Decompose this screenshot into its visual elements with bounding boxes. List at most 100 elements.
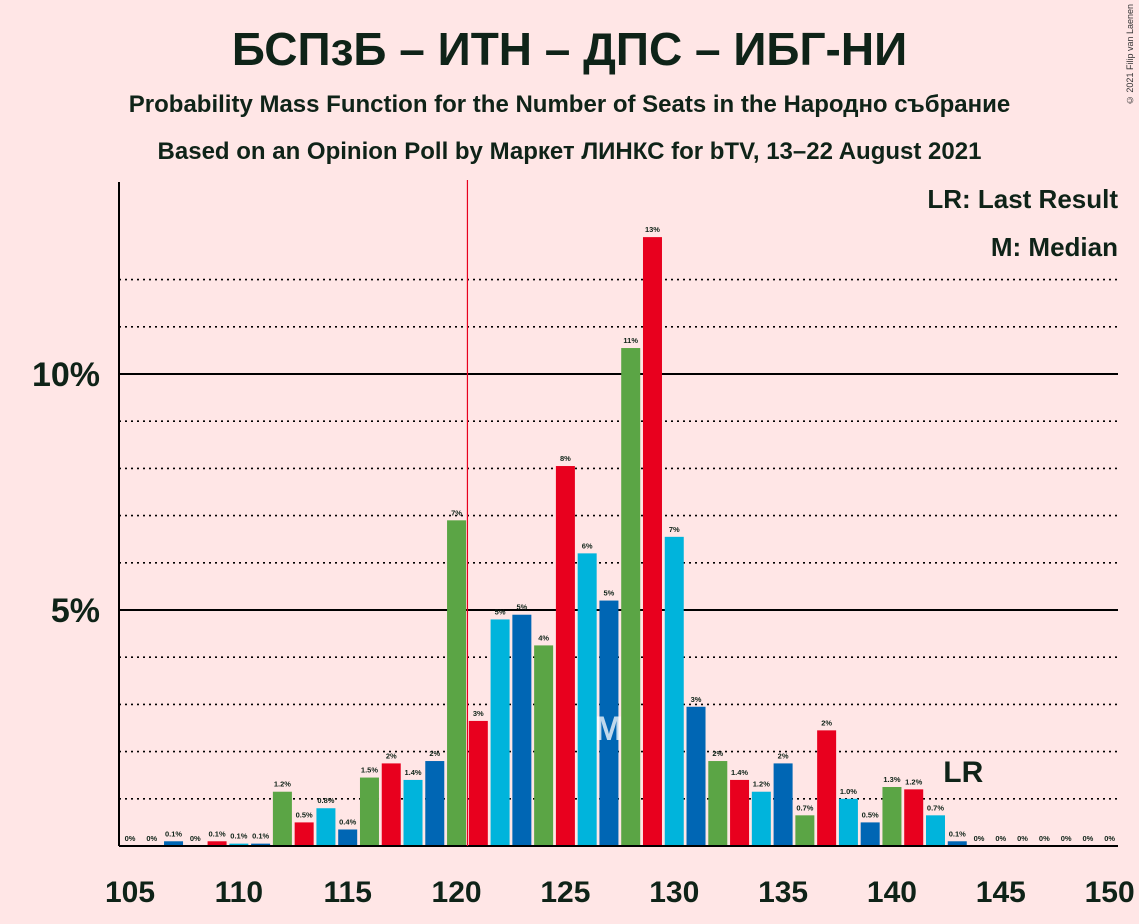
bar-label-seats-124: 4% — [538, 633, 549, 642]
bar-label-seats-148: 0% — [1061, 834, 1072, 843]
bar-label-seats-137: 2% — [821, 718, 832, 727]
bar-seats-120 — [447, 520, 467, 846]
bar-label-seats-122: 5% — [495, 607, 506, 616]
bar-seats-114 — [316, 808, 336, 846]
bar-label-seats-141: 1.2% — [905, 777, 922, 786]
bar-seats-138 — [838, 798, 858, 846]
chart-source-line: Based on an Opinion Poll by Маркет ЛИНКС… — [157, 138, 982, 165]
bar-label-seats-133: 1.4% — [731, 768, 748, 777]
bar-label-seats-130: 7% — [669, 525, 680, 534]
bar-seats-124 — [534, 645, 554, 846]
bar-label-seats-113: 0.5% — [296, 810, 313, 819]
bar-label-seats-128: 11% — [623, 336, 638, 345]
bar-label-seats-149: 0% — [1082, 834, 1093, 843]
bar-label-seats-135: 2% — [778, 751, 789, 760]
y-tick-label: 5% — [51, 592, 100, 630]
bar-seats-143 — [947, 841, 967, 846]
bar-seats-112 — [272, 791, 292, 846]
bar-seats-130 — [664, 536, 684, 846]
bar-seats-107 — [164, 841, 184, 846]
bar-seats-131 — [686, 706, 706, 846]
x-tick-label: 150 — [1085, 876, 1135, 909]
bar-label-seats-115: 0.4% — [339, 817, 356, 826]
x-tick-label: 125 — [540, 876, 590, 909]
bar-label-seats-116: 1.5% — [361, 766, 378, 775]
bar-label-seats-109: 0.1% — [209, 829, 226, 838]
bar-seats-135 — [773, 763, 793, 846]
bar-seats-110 — [229, 843, 249, 846]
bar-label-seats-107: 0.1% — [165, 829, 182, 838]
bar-seats-134 — [751, 791, 771, 846]
last-result-marker: LR — [943, 756, 983, 789]
x-tick-label: 145 — [976, 876, 1026, 909]
chart-title: БСПзБ – ИТН – ДПС – ИБГ-НИ — [231, 23, 908, 75]
bar-label-seats-111: 0.1% — [252, 832, 269, 841]
bar-seats-115 — [338, 829, 358, 846]
bar-seats-137 — [817, 730, 837, 846]
bar-label-seats-144: 0% — [974, 834, 985, 843]
x-tick-label: 105 — [105, 876, 155, 909]
x-tick-label: 140 — [867, 876, 917, 909]
bar-label-seats-139: 0.5% — [862, 810, 879, 819]
x-tick-label: 135 — [758, 876, 808, 909]
bar-seats-109 — [207, 841, 227, 846]
bar-label-seats-147: 0% — [1039, 834, 1050, 843]
bar-label-seats-120: 7% — [451, 508, 462, 517]
bar-seats-128 — [621, 348, 641, 846]
x-tick-label: 120 — [432, 876, 482, 909]
bar-seats-136 — [795, 815, 815, 846]
bar-label-seats-145: 0% — [995, 834, 1006, 843]
chart-subtitle: Probability Mass Function for the Number… — [128, 91, 1011, 118]
legend-last-result: LR: Last Result — [927, 184, 1118, 214]
bar-label-seats-132: 2% — [712, 749, 723, 758]
gridlines — [119, 278, 1118, 800]
bar-label-seats-105: 0% — [125, 834, 136, 843]
bar-seats-116 — [359, 777, 379, 846]
bar-seats-139 — [860, 822, 880, 846]
bar-seats-113 — [294, 822, 314, 846]
bar-seats-118 — [403, 779, 423, 846]
bar-label-seats-138: 1.0% — [840, 787, 857, 796]
bar-seats-119 — [425, 761, 445, 846]
bar-label-seats-142: 0.7% — [927, 803, 944, 812]
bar-label-seats-129: 13% — [645, 225, 660, 234]
x-tick-label: 110 — [215, 876, 263, 909]
y-tick-label: 10% — [32, 356, 100, 394]
bar-seats-129 — [642, 237, 662, 846]
bar-seats-133 — [730, 779, 750, 846]
bar-label-seats-126: 6% — [582, 541, 593, 550]
bar-seats-132 — [708, 761, 728, 846]
bar-label-seats-108: 0% — [190, 834, 201, 843]
bar-seats-127 — [599, 600, 619, 846]
bar-label-seats-121: 3% — [473, 709, 484, 718]
bar-value-labels: 0% 0% 0.1% 0% 0.1% 0.1% 0.1% 1.2% 0.5% 0.8% 0.4% 1.… — [125, 225, 1116, 843]
bar-label-seats-106: 0% — [146, 834, 157, 843]
bar-label-seats-134: 1.2% — [753, 780, 770, 789]
bar-seats-111 — [251, 843, 271, 846]
bar-label-seats-117: 2% — [386, 751, 397, 760]
bar-label-seats-118: 1.4% — [404, 768, 421, 777]
bar-seats-117 — [381, 763, 401, 846]
bar-seats-123 — [512, 614, 532, 846]
bar-label-seats-125: 8% — [560, 454, 571, 463]
bar-seats-121 — [468, 720, 488, 846]
bar-label-seats-136: 0.7% — [796, 803, 813, 812]
bar-seats-140 — [882, 787, 902, 846]
bar-series — [164, 237, 967, 846]
bar-label-seats-114: 0.8% — [317, 796, 334, 805]
bar-label-seats-131: 3% — [691, 695, 702, 704]
bar-seats-126 — [577, 553, 597, 846]
bar-label-seats-143: 0.1% — [949, 829, 966, 838]
x-tick-label: 130 — [649, 876, 699, 909]
annotations: LR M — [466, 180, 984, 846]
bar-label-seats-127: 5% — [604, 589, 615, 598]
bar-label-seats-119: 2% — [429, 749, 440, 758]
median-marker: M — [595, 710, 623, 748]
bar-seats-141 — [904, 789, 924, 846]
bar-seats-125 — [555, 466, 575, 846]
bar-label-seats-146: 0% — [1017, 834, 1028, 843]
legend-median: M: Median — [990, 232, 1118, 262]
bar-label-seats-112: 1.2% — [274, 780, 291, 789]
bar-label-seats-110: 0.1% — [230, 832, 247, 841]
